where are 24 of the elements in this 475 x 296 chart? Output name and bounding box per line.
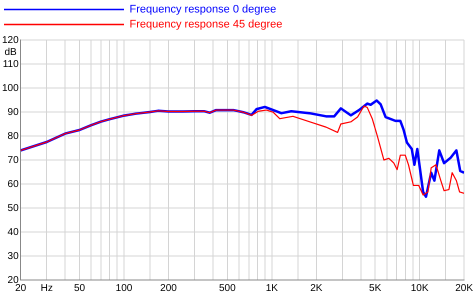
x-tick-label: 10K [410,282,429,294]
y-axis-title: dB [4,46,18,58]
y-tick-label: 110 [2,58,20,70]
text: Frequency response 45 degree [130,18,282,31]
y-tick-label: 40 [8,226,20,238]
x-tick-label: 50 [74,282,86,294]
y-tick-label: 50 [8,202,20,214]
text: Frequency response 0 degree [130,4,276,16]
y-tick-label: 120 [2,34,20,46]
x-tick-label: 20 [15,282,27,294]
x-tick-label: 2K [310,282,323,294]
y-tick-label: 30 [8,250,20,262]
x-tick-label: Hz [40,282,53,294]
x-tick-label: 200 [160,282,178,294]
y-tick-label: 70 [8,154,20,166]
x-tick-label: 100 [116,282,133,294]
y-tick-label: 100 [2,82,20,94]
x-tick-label: 20K [455,282,474,294]
x-tick-label: 500 [218,282,236,294]
y-tick-label: 90 [8,106,20,118]
y-tick-label: 60 [8,178,20,190]
x-tick-label: 5K [369,282,382,294]
x-tick-label: 1K [266,282,278,294]
y-tick-label: 80 [8,130,20,142]
